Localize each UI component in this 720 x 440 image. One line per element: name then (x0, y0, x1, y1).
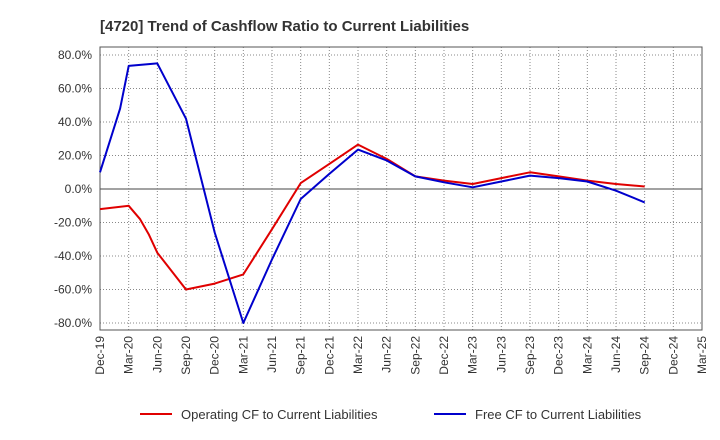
chart-title: [4720] Trend of Cashflow Ratio to Curren… (100, 18, 469, 35)
x-tick-label: Sep-23 (523, 336, 537, 375)
y-tick-label: -80.0% (54, 316, 92, 330)
x-tick-label: Mar-24 (580, 336, 594, 374)
x-tick-label: Jun-23 (494, 336, 508, 373)
x-tick-label: Mar-23 (466, 336, 480, 374)
x-tick-label: Dec-22 (437, 336, 451, 375)
series-lines (99, 62, 646, 324)
y-tick-label: 0.0% (65, 182, 93, 196)
y-tick-label: 80.0% (58, 48, 92, 62)
x-tick-label: Sep-21 (294, 336, 308, 375)
y-tick-label: 20.0% (58, 149, 92, 163)
legend: Operating CF to Current Liabilities Free … (140, 407, 642, 422)
legend-label: Operating CF to Current Liabilities (181, 407, 378, 422)
x-tick-label: Jun-21 (265, 336, 279, 373)
series-line-2 (99, 62, 646, 324)
y-tick-label: -60.0% (54, 283, 92, 297)
x-tick-label: Jun-22 (380, 336, 394, 373)
x-tick-label: Mar-22 (351, 336, 365, 374)
x-tick-label: Jun-24 (609, 336, 623, 373)
x-tick-label: Jun-20 (150, 336, 164, 373)
x-tick-label: Mar-25 (695, 336, 709, 374)
x-tick-label: Sep-24 (638, 336, 652, 375)
y-tick-label: -20.0% (54, 216, 92, 230)
grid (100, 47, 702, 330)
x-tick-label: Dec-21 (322, 336, 336, 375)
x-tick-label: Mar-20 (122, 336, 136, 374)
y-tick-label: 60.0% (58, 82, 92, 96)
x-tick-label: Sep-20 (179, 336, 193, 375)
y-tick-label: 40.0% (58, 115, 92, 129)
x-tick-label: Mar-21 (236, 336, 250, 374)
legend-label: Free CF to Current Liabilities (475, 407, 642, 422)
x-tick-label: Sep-22 (408, 336, 422, 375)
series-line-1 (99, 143, 645, 291)
x-tick-label: Dec-23 (552, 336, 566, 375)
x-tick-label: Dec-19 (93, 336, 107, 375)
y-tick-label: -40.0% (54, 249, 92, 263)
axes: 80.0% 60.0% 40.0% 20.0% 0.0% -20.0% -40.0% -60.… (54, 46, 709, 375)
plot-frame (99, 46, 703, 331)
x-tick-label: Dec-24 (666, 336, 680, 375)
x-tick-label: Dec-20 (208, 336, 222, 375)
